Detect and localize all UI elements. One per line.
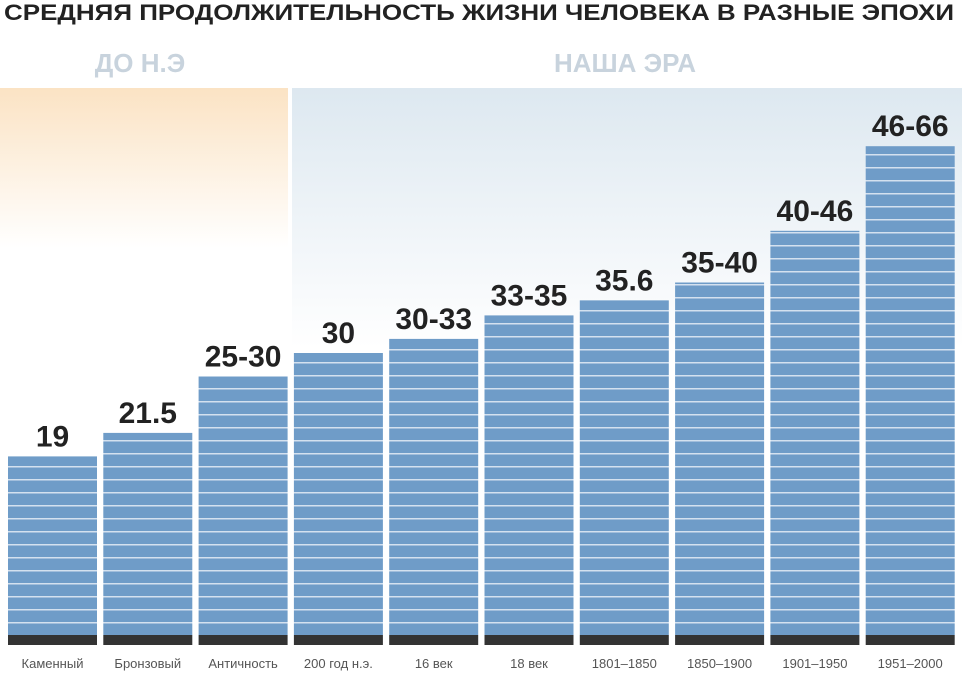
value-label: 46-66 (872, 110, 949, 143)
x-tick-label: 1951–2000 (878, 656, 943, 671)
era-label: НАША ЭРА (554, 48, 696, 78)
bar (770, 230, 860, 636)
x-tick-label: Бронзовый (114, 656, 181, 671)
bar-base (198, 635, 288, 645)
x-tick-label: 18 век (510, 656, 548, 671)
x-tick-label: 1850–1900 (687, 656, 752, 671)
bar-base (103, 635, 193, 645)
bar (198, 376, 288, 635)
bar (484, 315, 574, 635)
value-label: 35-40 (681, 247, 758, 280)
chart-title: СРЕДНЯЯ ПРОДОЛЖИТЕЛЬНОСТЬ ЖИЗНИ ЧЕЛОВЕКА… (4, 0, 954, 25)
bar (579, 300, 669, 635)
bar-base (389, 635, 479, 645)
era-panel (0, 88, 288, 248)
bar (103, 432, 193, 635)
bar-base (579, 635, 669, 645)
bar-base (8, 635, 97, 645)
value-label: 30 (322, 317, 355, 350)
x-tick-label: Каменный (22, 656, 84, 671)
bar-base (484, 635, 574, 645)
value-label: 25-30 (205, 341, 282, 374)
bar (865, 146, 955, 635)
value-label: 40-46 (777, 195, 854, 228)
value-label: 30-33 (395, 303, 472, 336)
bar (389, 338, 479, 635)
bar (675, 282, 765, 635)
x-tick-label: 1801–1850 (592, 656, 657, 671)
value-label: 21.5 (119, 397, 177, 430)
bar-base (770, 635, 860, 645)
bar-base (675, 635, 765, 645)
x-tick-label: 16 век (415, 656, 453, 671)
x-tick-label: 200 год н.э. (304, 656, 373, 671)
value-label: 19 (36, 420, 69, 453)
x-tick-label: Античность (208, 656, 278, 671)
bar (293, 353, 383, 635)
era-label: ДО Н.Э (95, 48, 185, 78)
x-tick-label: 1901–1950 (782, 656, 847, 671)
bar-base (865, 635, 955, 645)
bar-base (293, 635, 383, 645)
value-label: 35.6 (595, 264, 653, 297)
bar (8, 456, 97, 635)
value-label: 33-35 (491, 279, 568, 312)
